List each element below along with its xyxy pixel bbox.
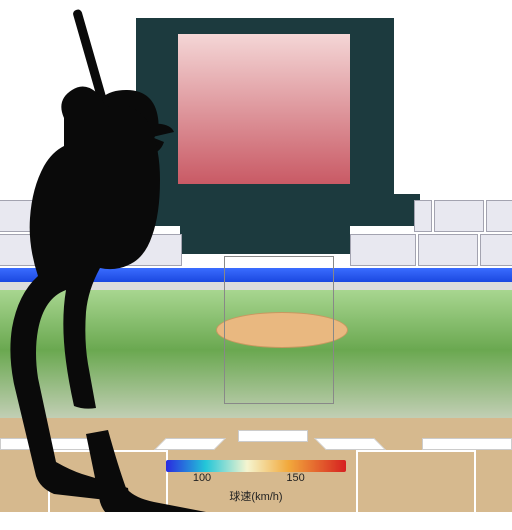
batter-silhouette — [0, 0, 512, 512]
legend-axis-label: 球速(km/h) — [166, 488, 346, 504]
legend-ticks: 100 150 — [166, 472, 346, 486]
legend-tick: 100 — [193, 472, 211, 484]
speed-legend: 100 150 球速(km/h) — [166, 460, 346, 504]
chart-stage: 100 150 球速(km/h) — [0, 0, 512, 512]
legend-gradient-bar — [166, 460, 346, 472]
legend-tick: 150 — [286, 472, 304, 484]
